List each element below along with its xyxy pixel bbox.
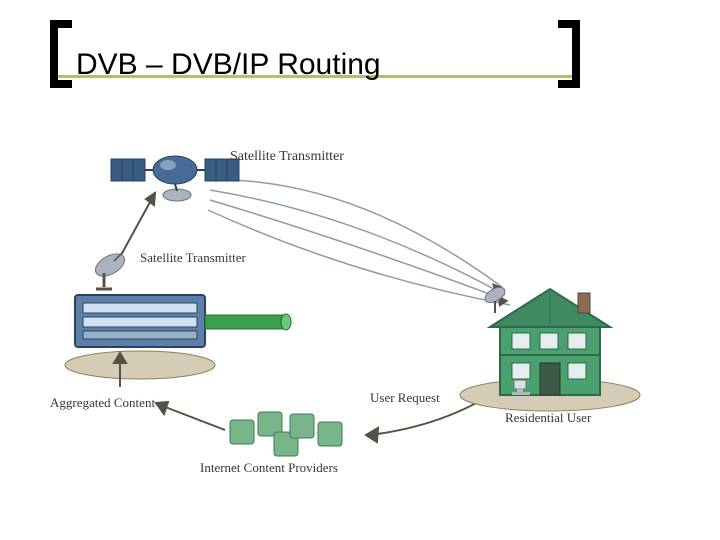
page-title: DVB – DVB/IP Routing bbox=[76, 48, 381, 82]
satellite-icon bbox=[111, 156, 239, 201]
label-residential-user: Residential User bbox=[505, 410, 591, 426]
routing-diagram: Satellite Transmitter Satellite Transmit… bbox=[50, 125, 670, 490]
pipe bbox=[205, 314, 291, 330]
server-rack-icon bbox=[75, 295, 205, 347]
label-sat-transmitter-2: Satellite Transmitter bbox=[140, 250, 246, 266]
uplink-dish-icon bbox=[92, 249, 129, 289]
icp-cluster bbox=[230, 412, 342, 456]
diagram-svg bbox=[50, 125, 670, 490]
ground-left bbox=[65, 351, 215, 379]
title-frame: DVB – DVB/IP Routing bbox=[50, 20, 580, 88]
beam-lines bbox=[205, 180, 510, 305]
uplink-line bbox=[120, 193, 155, 257]
label-internet-providers: Internet Content Providers bbox=[200, 460, 338, 476]
label-aggregated-content: Aggregated Content bbox=[50, 395, 155, 411]
label-sat-transmitter-1: Satellite Transmitter bbox=[230, 149, 344, 165]
label-user-request: User Request bbox=[370, 390, 440, 406]
